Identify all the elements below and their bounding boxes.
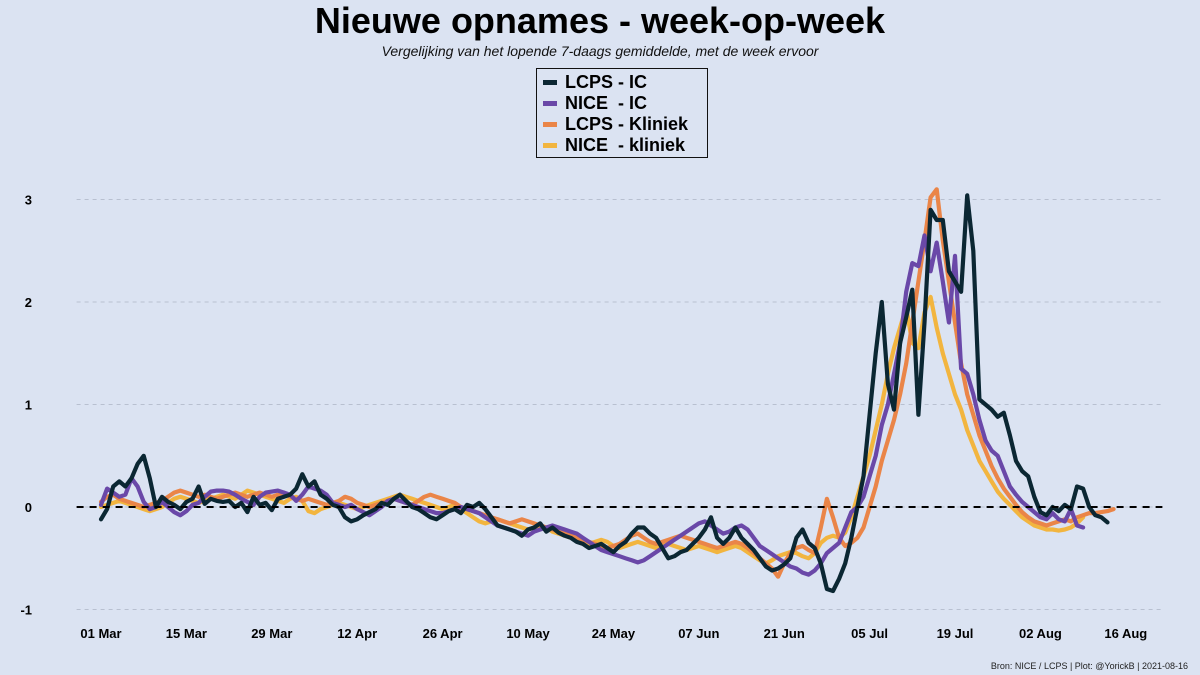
x-tick-label: 07 Jun: [678, 626, 719, 641]
x-tick-label: 29 Mar: [251, 626, 292, 641]
legend-swatch-nice-kliniek: [543, 143, 557, 148]
legend-label-lcps-kliniek: LCPS - Kliniek: [565, 114, 689, 134]
chart-subtitle: Vergelijking van het lopende 7-daags gem…: [381, 43, 819, 59]
legend-item-nice-ic: NICE - IC: [543, 93, 707, 114]
y-tick-label: 3: [25, 193, 32, 208]
x-tick-label: 02 Aug: [1019, 626, 1062, 641]
chart-title: Nieuwe opnames - week-op-week: [314, 0, 886, 41]
x-tick-label: 16 Aug: [1104, 626, 1147, 641]
x-tick-label: 01 Mar: [80, 626, 121, 641]
series-line-lcps-ic: [98, 193, 1110, 594]
x-tick-label: 26 Apr: [423, 626, 463, 641]
x-tick-label: 21 Jun: [764, 626, 805, 641]
x-tick-label: 15 Mar: [166, 626, 207, 641]
legend-swatch-nice-ic: [543, 101, 557, 106]
legend-swatch-lcps-ic: [543, 80, 557, 85]
x-tick-label: 19 Jul: [937, 626, 974, 641]
y-tick-label: -1: [20, 603, 32, 618]
series-line-nice-ic: [98, 233, 1086, 577]
legend-label-nice-kliniek: NICE - kliniek: [565, 135, 686, 155]
y-tick-label: 0: [25, 500, 32, 515]
x-tick-label: 05 Jul: [851, 626, 888, 641]
y-tick-label: 2: [25, 295, 32, 310]
y-tick-label: 1: [25, 398, 32, 413]
legend: LCPS - IC NICE - IC LCPS - Kliniek NICE …: [536, 68, 708, 158]
source-footer: Bron: NICE / LCPS | Plot: @YorickB | 202…: [990, 661, 1188, 671]
legend-swatch-lcps-kliniek: [543, 122, 557, 127]
legend-item-nice-kliniek: NICE - kliniek: [543, 135, 707, 156]
series-line-nice-kliniek: [98, 294, 1086, 566]
legend-label-lcps-ic: LCPS - IC: [565, 72, 648, 92]
x-tick-label: 12 Apr: [337, 626, 377, 641]
x-tick-label: 10 May: [506, 626, 550, 641]
series-line-lcps-kliniek: [98, 187, 1116, 579]
legend-label-nice-ic: NICE - IC: [565, 93, 648, 113]
x-tick-label: 24 May: [592, 626, 636, 641]
legend-item-lcps-kliniek: LCPS - Kliniek: [543, 114, 707, 135]
legend-item-lcps-ic: LCPS - IC: [543, 72, 707, 93]
